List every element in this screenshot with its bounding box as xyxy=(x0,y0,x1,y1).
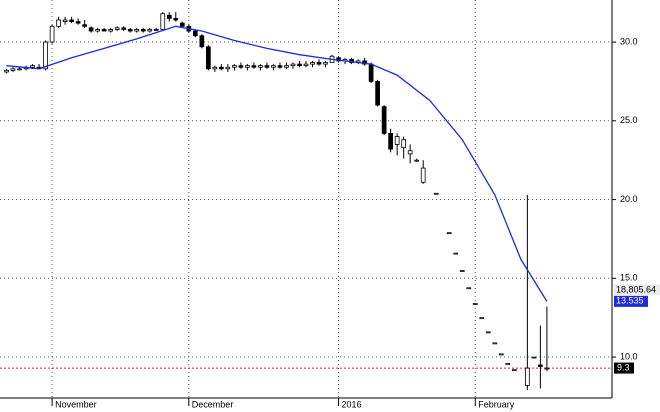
candle-body xyxy=(538,364,543,367)
candle-body xyxy=(49,25,55,43)
candle-body xyxy=(30,65,35,68)
candle-body xyxy=(258,65,263,68)
volume-label: 18,805.64 xyxy=(616,285,656,295)
candle-body xyxy=(134,29,140,32)
candle-body xyxy=(82,24,87,27)
x-tick-label: November xyxy=(55,399,97,409)
candle-body xyxy=(485,331,491,334)
candle-body xyxy=(108,29,114,32)
candle-body xyxy=(219,66,224,70)
candle-body xyxy=(114,27,120,30)
candle-body xyxy=(62,19,68,22)
candle-body xyxy=(525,367,530,386)
candle-body xyxy=(290,63,296,67)
candle-body xyxy=(479,317,485,320)
candle-body xyxy=(43,41,48,70)
candle-body xyxy=(232,65,237,68)
candle-body xyxy=(56,19,61,27)
candle-body xyxy=(433,192,439,195)
y-tick-label: 25.0 xyxy=(620,115,638,125)
candle-body xyxy=(277,65,283,68)
last-price-label: 9.3 xyxy=(617,362,630,372)
candle-body xyxy=(388,133,393,150)
candle-body xyxy=(127,29,133,32)
candle-body xyxy=(4,70,9,73)
candle-body xyxy=(140,29,146,32)
candle-body xyxy=(205,46,211,70)
candle-body xyxy=(75,21,81,24)
candle-body xyxy=(459,270,465,272)
candle-body xyxy=(394,136,400,145)
candle-body xyxy=(101,29,107,32)
last-price-box xyxy=(614,362,634,374)
candle-body xyxy=(544,367,550,370)
candle-body xyxy=(368,63,374,82)
candle-body xyxy=(199,35,205,48)
candle-body xyxy=(446,232,452,235)
candle-body xyxy=(121,27,127,30)
ma-label-box xyxy=(614,295,648,307)
candle-body xyxy=(407,150,413,155)
y-tick-label: 20.0 xyxy=(620,194,638,204)
volume-label-box xyxy=(614,284,660,296)
candle-body xyxy=(264,65,270,68)
candle-body xyxy=(271,65,276,68)
ma-label: 13.535 xyxy=(616,296,644,306)
candle-body xyxy=(375,81,380,106)
candle-body xyxy=(95,29,101,32)
candle-body xyxy=(238,65,244,68)
candle-body xyxy=(310,62,315,65)
candle-body xyxy=(303,63,309,67)
candle-body xyxy=(225,66,231,70)
candle-body xyxy=(498,353,504,356)
candle-body xyxy=(492,342,498,345)
candle-body xyxy=(160,13,166,30)
y-tick-label: 10.0 xyxy=(620,351,638,361)
candle-body xyxy=(420,167,426,183)
candle-body xyxy=(381,106,387,134)
candle-body xyxy=(69,19,74,22)
candle-body xyxy=(212,66,218,70)
candle-body xyxy=(531,356,537,359)
candle-body xyxy=(192,30,198,37)
candle-body xyxy=(173,18,179,21)
candle-body xyxy=(414,159,420,162)
candle-body xyxy=(17,68,22,71)
candle-body xyxy=(297,63,302,67)
candle-body xyxy=(245,65,250,68)
candle-body xyxy=(88,27,94,32)
candle-body xyxy=(401,139,407,148)
candle-body xyxy=(10,68,16,71)
candle-body xyxy=(251,65,257,68)
x-tick-label: 2016 xyxy=(342,399,362,409)
candle-body xyxy=(453,252,459,255)
y-tick-label: 15.0 xyxy=(620,273,638,283)
moving-average xyxy=(6,25,548,302)
candle-body xyxy=(147,29,153,32)
x-tick-label: December xyxy=(192,399,234,409)
candle-body xyxy=(284,65,289,68)
candle-body xyxy=(511,369,517,372)
candle-body xyxy=(472,303,478,305)
x-tick-label: February xyxy=(478,399,515,409)
y-tick-label: 30.0 xyxy=(620,36,638,46)
candle-body xyxy=(466,287,472,290)
candle-body xyxy=(166,14,172,19)
candle-body xyxy=(316,62,322,65)
candle-body xyxy=(153,29,159,31)
candle-body xyxy=(323,62,328,65)
candle-body xyxy=(505,362,511,365)
candle-body xyxy=(179,22,185,27)
